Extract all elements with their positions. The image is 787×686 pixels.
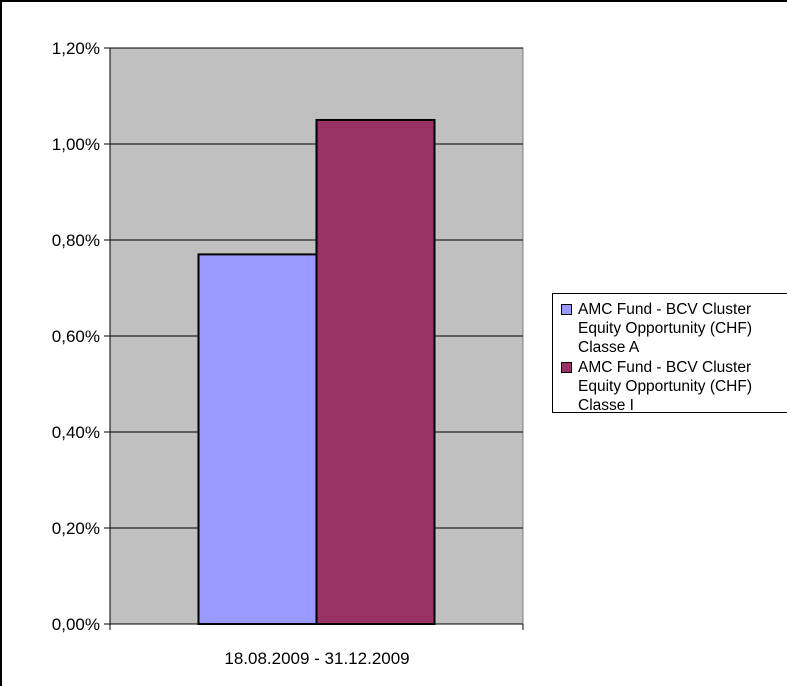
y-tick-label: 0,80%	[52, 231, 100, 250]
y-tick-label: 1,20%	[52, 39, 100, 58]
y-tick-label: 1,00%	[52, 135, 100, 154]
legend-label-series-2: AMC Fund - BCV Cluster Equity Opportunit…	[578, 359, 752, 414]
legend-swatch-series-1	[561, 304, 572, 315]
legend: AMC Fund - BCV Cluster Equity Opportunit…	[552, 293, 787, 414]
bars	[197, 119, 436, 625]
x-category-label: 18.08.2009 - 31.12.2009	[224, 649, 409, 668]
y-tick-label: 0,20%	[52, 519, 100, 538]
y-tick-labels: 0,00% 0,20% 0,40% 0,60% 0,80% 1,00% 1,20%	[52, 39, 100, 634]
y-tick-label: 0,40%	[52, 423, 100, 442]
y-tick-label: 0,60%	[52, 327, 100, 346]
legend-label-series-1: AMC Fund - BCV Cluster Equity Opportunit…	[578, 301, 752, 356]
bar-series-2	[315, 119, 436, 625]
bar-series-1	[197, 253, 318, 625]
y-axis	[104, 47, 111, 625]
legend-swatch-series-2	[561, 362, 572, 373]
y-tick-label: 0,00%	[52, 615, 100, 634]
